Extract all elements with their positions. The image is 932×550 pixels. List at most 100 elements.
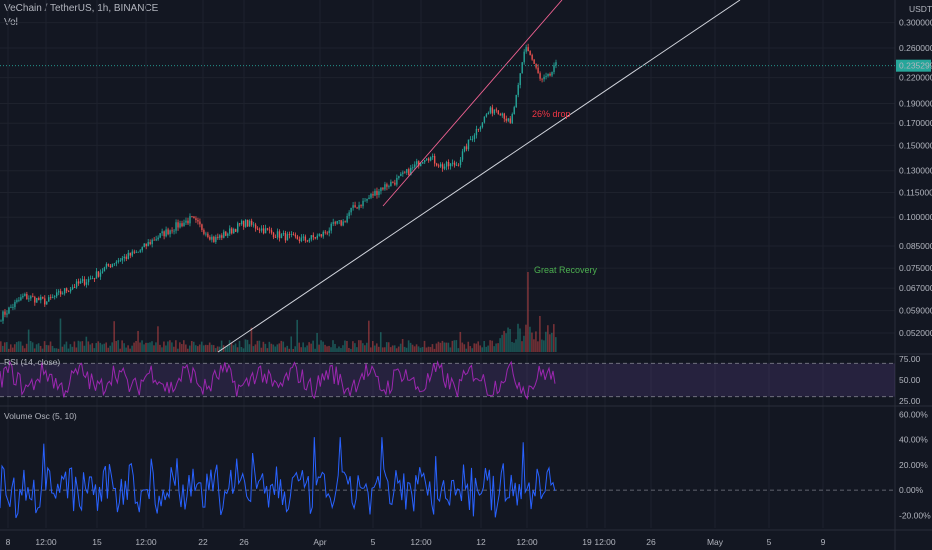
volume-bar xyxy=(527,272,529,352)
volume-bar xyxy=(531,332,533,352)
volume-bar xyxy=(352,341,354,352)
candle-body xyxy=(326,232,328,234)
candle-body xyxy=(437,165,440,167)
candle-body xyxy=(81,279,84,282)
candle-body xyxy=(42,297,44,299)
chart-title[interactable]: VeChain / TetherUS, 1h, BINANCE xyxy=(4,3,159,14)
volume-bar xyxy=(467,341,470,352)
volume-bar xyxy=(399,343,402,352)
candle-body xyxy=(12,307,14,308)
volume-bar xyxy=(553,324,555,352)
candle-body xyxy=(314,237,316,239)
candle-body xyxy=(517,84,519,95)
candle-body xyxy=(268,229,271,231)
volume-bar xyxy=(53,348,56,352)
candle-body xyxy=(121,258,124,261)
time-tick-label: May xyxy=(707,537,724,547)
volume-bar xyxy=(133,342,135,352)
volume-bar xyxy=(139,342,141,352)
volume-bar xyxy=(145,342,147,352)
support-trendline xyxy=(217,0,741,353)
volume-bar xyxy=(477,341,480,352)
candle-body xyxy=(485,114,488,117)
volume-bar xyxy=(192,341,195,352)
candle-body xyxy=(246,219,249,227)
volume-bar xyxy=(419,347,422,352)
candle-body xyxy=(217,236,219,238)
volume-bar xyxy=(43,341,46,352)
volume-bar xyxy=(358,340,360,352)
candle-body xyxy=(525,47,527,52)
volume-bar xyxy=(119,348,121,352)
candle-body xyxy=(103,267,106,272)
volume-bar xyxy=(413,346,416,352)
candle-body xyxy=(513,107,515,114)
candle-body xyxy=(531,54,533,60)
candle-body xyxy=(213,236,215,242)
candles xyxy=(0,43,557,324)
candle-body xyxy=(0,320,2,322)
volume-bar xyxy=(503,330,505,352)
volume-bar xyxy=(523,335,525,352)
candle-body xyxy=(54,296,56,298)
candle-body xyxy=(28,298,30,300)
candle-body xyxy=(38,297,40,301)
candle-body xyxy=(350,207,352,213)
candle-body xyxy=(537,67,539,74)
candle-body xyxy=(404,172,406,174)
candle-body xyxy=(465,146,468,150)
volume-bar xyxy=(65,341,68,352)
candle-body xyxy=(91,278,94,280)
candle-body xyxy=(366,198,368,201)
price-tick-label: 0.260000 xyxy=(899,43,932,53)
volume-bar xyxy=(300,347,302,352)
volume-bar xyxy=(381,347,384,352)
candle-body xyxy=(61,293,64,295)
candle-body xyxy=(459,159,462,165)
volume-bar xyxy=(288,348,291,352)
axes: USDT 0.300000 0.260000 0.220000 0.190000 0.17… xyxy=(0,4,932,547)
volume-bar xyxy=(23,348,26,352)
volume-bar xyxy=(266,348,269,352)
candle-body xyxy=(342,221,344,226)
volume-bar xyxy=(433,348,436,352)
candle-body xyxy=(280,234,283,239)
volume-bar xyxy=(268,341,271,352)
candle-body xyxy=(99,272,102,277)
volume-bar xyxy=(45,344,48,352)
candle-body xyxy=(131,251,133,256)
price-tick-label: 0.100000 xyxy=(899,212,932,222)
volume-bar xyxy=(260,347,263,352)
volume-bar xyxy=(292,348,295,352)
candle-body xyxy=(364,200,366,202)
volume-bar xyxy=(190,341,193,352)
volume-bar xyxy=(493,346,495,352)
volume-bar xyxy=(97,341,100,352)
candle-body xyxy=(141,247,143,251)
candle-body xyxy=(71,287,74,290)
last-price-tag xyxy=(896,59,931,72)
candle-body xyxy=(322,231,324,237)
volume-bar xyxy=(77,340,80,352)
volume-bar xyxy=(202,345,205,352)
volume-bar xyxy=(391,345,394,352)
candle-body xyxy=(471,139,474,140)
volume-bar xyxy=(324,344,326,352)
volume-bar xyxy=(479,345,482,352)
candle-body xyxy=(473,135,476,140)
volume-bar xyxy=(545,331,547,352)
volume-bar xyxy=(286,345,289,352)
candle-body xyxy=(286,234,289,241)
candle-body xyxy=(97,271,100,277)
volume-bar xyxy=(55,348,58,352)
candle-body xyxy=(195,218,197,221)
candle-body xyxy=(414,164,416,168)
candle-body xyxy=(169,230,171,235)
volume-bar xyxy=(212,345,215,352)
candle-body xyxy=(372,194,374,196)
candle-body xyxy=(125,256,128,259)
volume-bar xyxy=(101,344,104,352)
volume-bar xyxy=(312,340,314,352)
volume-bar xyxy=(75,347,78,352)
